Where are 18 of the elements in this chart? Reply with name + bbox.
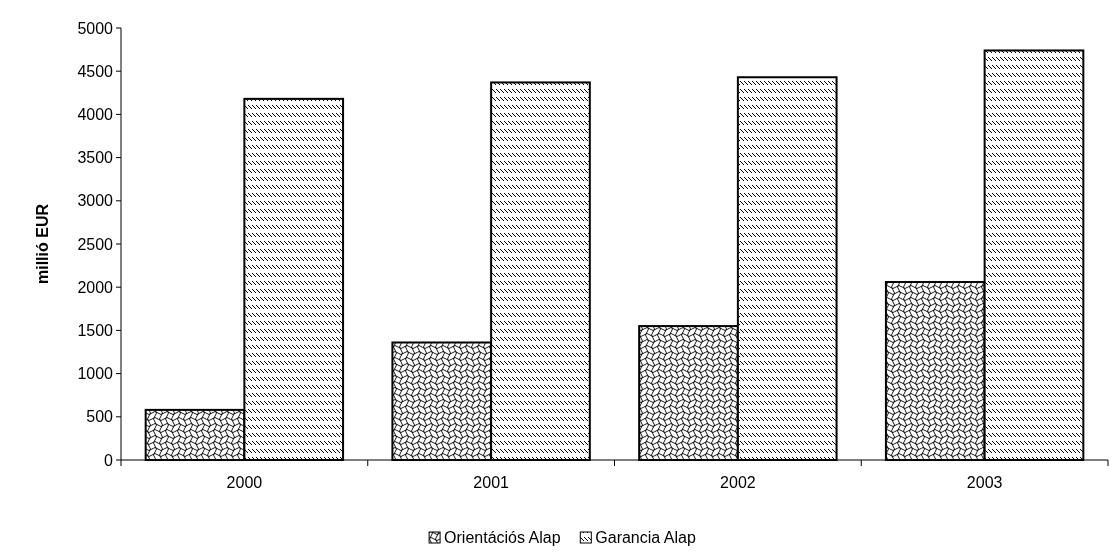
y-tick-label: 1500 (77, 322, 114, 339)
y-tick-label: 5000 (77, 19, 114, 37)
x-tick-label: 2000 (226, 474, 263, 491)
y-tick-label: 2000 (77, 278, 114, 296)
y-tick-label: 0 (104, 451, 114, 469)
x-tick-label: 2001 (473, 474, 510, 491)
y-tick-label: 4000 (77, 106, 114, 123)
x-tick-label: 2003 (966, 474, 1003, 491)
y-tick-label: 3000 (77, 192, 114, 210)
legend-label: Orientációs Alap (444, 529, 561, 546)
x-tick-label: 2002 (720, 474, 756, 491)
y-tick-label: 1000 (77, 365, 114, 383)
legend-label: Garancia Alap (595, 529, 696, 546)
y-tick-label: 500 (86, 408, 114, 426)
y-tick-label: 2500 (77, 235, 114, 253)
y-tick-label: 3500 (77, 149, 114, 167)
y-tick-label: 4500 (77, 62, 114, 80)
y-axis-title: millió EUR (34, 203, 51, 285)
